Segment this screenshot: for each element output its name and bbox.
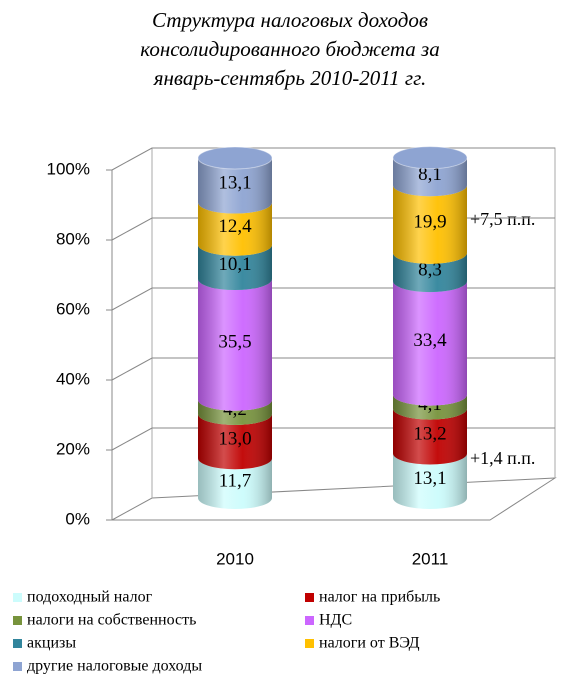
legend-swatch: [305, 639, 314, 648]
chart-title: январь-сентябрь 2010-2011 гг.: [153, 66, 427, 90]
y-tick-label: 0%: [65, 509, 90, 528]
chart-title: Структура налоговых доходов: [152, 8, 428, 32]
legend-swatch: [13, 662, 22, 671]
legend-label: акцизы: [27, 635, 76, 652]
legend-swatch: [305, 616, 314, 625]
y-tick-label: 40%: [56, 369, 90, 388]
chart-title: консолидированного бюджета за: [140, 37, 439, 61]
data-label: 13,1: [218, 173, 251, 194]
segment-shading: [393, 281, 467, 406]
data-label: 12,4: [218, 216, 252, 237]
segment-shading: [198, 399, 272, 426]
data-label: 19,9: [413, 211, 446, 232]
grid-line: [111, 357, 555, 381]
data-label: 8,3: [418, 259, 442, 280]
x-tick-label: 2011: [412, 549, 449, 568]
legend-label: НДС: [319, 612, 352, 629]
annotation: +1,4 п.п.: [470, 448, 535, 468]
data-label: 35,5: [218, 332, 251, 353]
segment-shading: [198, 458, 272, 509]
data-label: 33,4: [413, 330, 447, 351]
floor: [111, 477, 557, 521]
segment-shading: [393, 157, 467, 197]
segment-shading: [198, 202, 272, 256]
annotation: +7,5 п.п.: [470, 209, 535, 229]
segment-shading: [393, 185, 467, 264]
legend-swatch: [13, 639, 22, 648]
segment-shading: [393, 394, 467, 420]
data-label: 13,2: [413, 423, 446, 444]
grid-line: [111, 427, 555, 451]
legend-swatch: [13, 593, 22, 602]
segment-shading: [198, 158, 272, 214]
legend-label: налоги на собственность: [27, 612, 196, 629]
y-tick-label: 80%: [56, 229, 90, 248]
y-tick-label: 60%: [56, 299, 90, 318]
y-tick-label: 20%: [56, 439, 90, 458]
grid-line: [111, 147, 555, 171]
y-tick-label: 100%: [47, 159, 90, 178]
legend-label: другие налоговые доходы: [27, 658, 202, 675]
segment-shading: [198, 244, 272, 291]
data-label: 13,1: [413, 468, 446, 489]
data-label: 11,7: [219, 470, 252, 491]
grid-line: [111, 287, 555, 311]
segment-shading: [393, 408, 467, 465]
x-tick-label: 2010: [216, 549, 254, 568]
cylinder-top: [197, 146, 273, 170]
data-label: 13,0: [218, 428, 251, 449]
legend-label: налоги от ВЭД: [319, 635, 420, 652]
segment-shading: [198, 414, 272, 470]
legend-swatch: [13, 616, 22, 625]
legend-swatch: [305, 593, 314, 602]
segment-shading: [393, 252, 467, 293]
legend-label: подоходный налог: [27, 589, 153, 606]
data-label: 8,1: [418, 164, 442, 185]
data-label: 10,1: [218, 254, 251, 275]
cylinder-top: [392, 146, 468, 170]
legend-label: налог на прибыль: [319, 589, 440, 606]
segment-shading: [198, 279, 272, 411]
segment-shading: [393, 453, 467, 509]
